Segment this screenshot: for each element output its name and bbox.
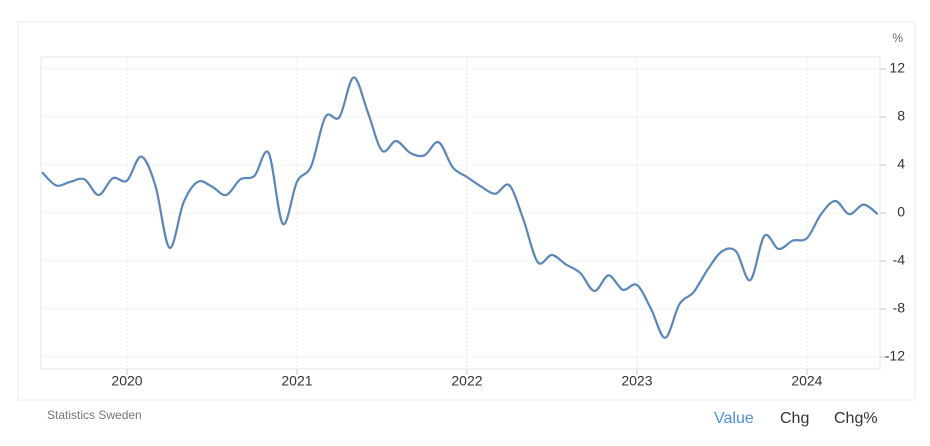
y-tick-label: 4 [897, 156, 905, 172]
y-tick-label: 8 [897, 108, 905, 124]
y-tick-label: -12 [885, 348, 905, 364]
tab[interactable]: Chg% [834, 410, 878, 427]
tab[interactable]: Value [714, 410, 754, 427]
y-tick-label: 12 [889, 60, 905, 76]
tab[interactable]: Chg [780, 410, 810, 427]
y-tick-label: -8 [893, 300, 906, 316]
x-tick-label: 2023 [621, 373, 652, 389]
y-tick-label: -4 [893, 252, 906, 268]
unit-label: % [892, 31, 903, 45]
line-series [41, 76, 879, 339]
x-tick-label: 2022 [451, 373, 482, 389]
x-tick-label: 2024 [791, 373, 822, 389]
y-tick-label: 0 [897, 204, 905, 220]
x-tick-label: 2021 [281, 373, 312, 389]
frame [17, 21, 916, 401]
source: Statistics Sweden [47, 408, 142, 422]
x-tick-label: 2020 [111, 373, 142, 389]
